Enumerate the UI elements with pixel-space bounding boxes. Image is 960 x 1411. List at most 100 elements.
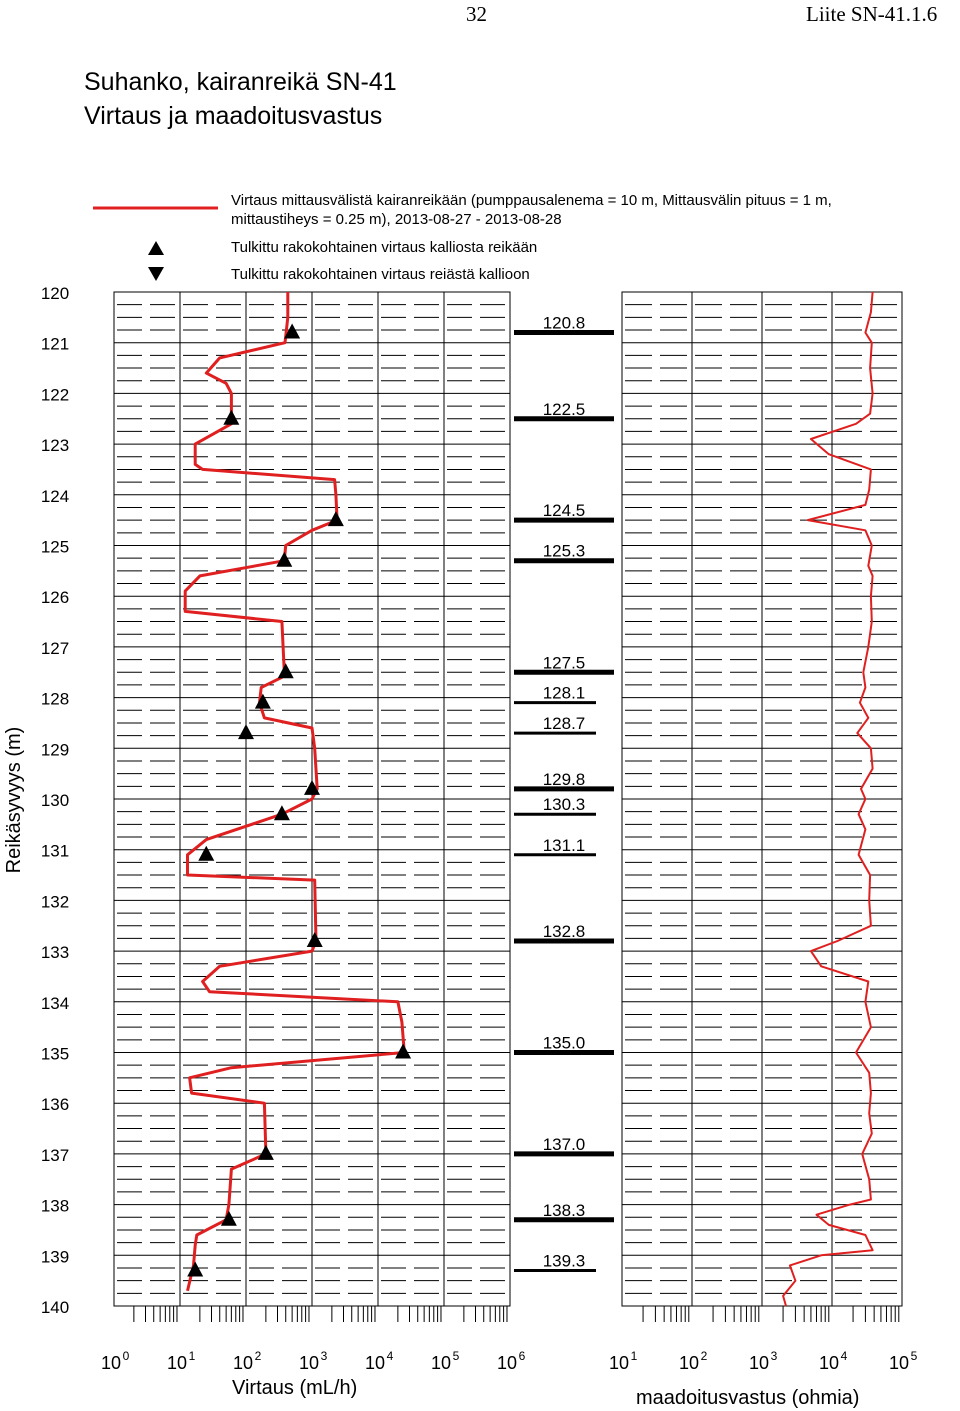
resistance-x-tick-exponent: 4 — [841, 1349, 848, 1363]
y-tick-label: 134 — [41, 994, 69, 1013]
y-tick-label: 125 — [41, 538, 69, 557]
fracture-depth-label: 138.3 — [543, 1201, 586, 1220]
y-tick-label: 133 — [41, 943, 69, 962]
resistance-x-tick-exponent: 2 — [701, 1349, 708, 1363]
fracture-depth-label: 130.3 — [543, 795, 586, 814]
triangle-up-icon — [306, 931, 323, 947]
flow-x-tick-exponent: 3 — [321, 1349, 328, 1363]
fracture-depth-label: 129.8 — [543, 770, 586, 789]
triangle-up-icon — [284, 323, 301, 339]
resistance-x-tick-label: 10 — [679, 1353, 699, 1373]
triangle-up-icon — [276, 551, 293, 567]
x-axis-label-flow: Virtaus (mL/h) — [232, 1377, 357, 1399]
page-header: 32 Liite SN-41.1.6 — [0, 0, 960, 30]
flow-grid-frame — [113, 291, 511, 1307]
fracture-depth-label: 132.8 — [543, 922, 586, 941]
fracture-depth-label: 120.8 — [543, 314, 586, 333]
triangle-up-icon — [220, 1210, 237, 1226]
fracture-depth-label: 135.0 — [543, 1034, 586, 1053]
depth-axis-ticks: 120 121 122 123 124 125 126 127 128 129 130 131 132 1… — [41, 284, 69, 1317]
triangle-up-icon — [238, 724, 254, 740]
legend-flow-label-line2: mittaustiheys = 0.25 m), 2013-08-27 - 20… — [231, 211, 562, 228]
flow-axis-ticks: 10 0 10 1 10 2 10 3 10 4 10 5 10 6 — [101, 1349, 526, 1373]
y-tick-label: 131 — [41, 842, 69, 861]
triangle-up-icon — [198, 845, 215, 861]
resistance-grid-frame — [621, 291, 903, 1307]
y-tick-label: 136 — [41, 1095, 69, 1114]
flow-x-tick-exponent: 4 — [387, 1349, 394, 1363]
y-tick-label: 122 — [41, 385, 69, 404]
flow-grid — [113, 291, 511, 1322]
flow-x-tick-label: 10 — [233, 1353, 253, 1373]
y-tick-label: 139 — [41, 1247, 69, 1266]
triangle-up-icon — [254, 693, 271, 709]
legend: Virtaus mittausvälistä kairanreikään (pu… — [93, 192, 832, 283]
y-tick-label: 132 — [41, 892, 69, 911]
chart-subtitle: Virtaus ja maadoitusvastus — [84, 102, 383, 130]
resistance-grid — [621, 291, 903, 1322]
fracture-depth-column: 120.8 122.5 124.5 125.3 127.5 128.1 128.7 129.8… — [514, 314, 614, 1273]
triangle-up-icon — [257, 1144, 274, 1160]
triangle-up-icon — [223, 409, 240, 425]
appendix-label: Liite SN-41.1.6 — [806, 2, 938, 26]
resistance-x-tick-label: 10 — [889, 1353, 909, 1373]
triangle-up-icon — [273, 805, 290, 821]
y-tick-label: 129 — [41, 740, 69, 759]
legend-up-label: Tulkittu rakokohtainen virtaus kalliosta… — [231, 239, 537, 256]
fracture-depth-label: 139.3 — [543, 1252, 586, 1271]
y-tick-label: 140 — [41, 1298, 69, 1317]
legend-down-label: Tulkittu rakokohtainen virtaus reiästä k… — [231, 266, 530, 283]
flow-x-tick-label: 10 — [167, 1353, 187, 1373]
fracture-depth-label: 131.1 — [543, 836, 586, 855]
flow-x-tick-label: 10 — [101, 1353, 121, 1373]
fracture-depth-label: 137.0 — [543, 1135, 586, 1154]
resistance-series-line — [782, 291, 874, 1307]
y-tick-label: 127 — [41, 639, 69, 658]
flow-series-line — [183, 292, 406, 1292]
flow-markers — [187, 323, 412, 1277]
triangle-up-icon — [187, 1261, 204, 1277]
flow-x-tick-label: 10 — [299, 1353, 319, 1373]
fracture-depth-label: 124.5 — [543, 501, 586, 520]
flow-x-tick-label: 10 — [431, 1353, 451, 1373]
fracture-depth-label: 127.5 — [543, 653, 586, 672]
y-tick-label: 123 — [41, 436, 69, 455]
y-tick-label: 128 — [41, 690, 69, 709]
triangle-up-icon — [327, 511, 344, 527]
resistance-x-tick-exponent: 3 — [771, 1349, 778, 1363]
y-tick-label: 120 — [41, 284, 69, 303]
fracture-depth-label: 125.3 — [543, 542, 586, 561]
triangle-up-icon — [304, 779, 320, 795]
flow-x-tick-label: 10 — [497, 1353, 517, 1373]
page-number: 32 — [466, 2, 487, 26]
resistance-x-tick-label: 10 — [819, 1353, 839, 1373]
triangle-up-icon — [148, 241, 164, 255]
y-tick-label: 130 — [41, 791, 69, 810]
resistance-x-tick-exponent: 1 — [631, 1349, 638, 1363]
y-tick-label: 137 — [41, 1146, 69, 1165]
y-tick-label: 138 — [41, 1197, 69, 1216]
flow-x-tick-exponent: 1 — [189, 1349, 196, 1363]
resistance-axis-ticks: 10 1 10 2 10 3 10 4 10 5 — [609, 1349, 918, 1373]
triangle-up-icon — [277, 663, 294, 679]
fracture-depth-label: 128.1 — [543, 684, 586, 703]
y-axis-label: Reikäsyvyys (m) — [3, 727, 25, 874]
triangle-down-icon — [148, 267, 164, 281]
resistance-x-tick-exponent: 5 — [911, 1349, 918, 1363]
y-tick-label: 126 — [41, 588, 69, 607]
legend-flow-label-line1: Virtaus mittausvälistä kairanreikään (pu… — [231, 192, 832, 209]
flow-x-tick-exponent: 6 — [519, 1349, 526, 1363]
y-tick-label: 124 — [41, 487, 69, 506]
resistance-x-tick-label: 10 — [749, 1353, 769, 1373]
flow-x-tick-exponent: 5 — [453, 1349, 460, 1363]
y-tick-label: 121 — [41, 335, 69, 354]
flow-x-tick-exponent: 2 — [255, 1349, 262, 1363]
resistance-x-tick-label: 10 — [609, 1353, 629, 1373]
chart-title: Suhanko, kairanreikä SN-41 — [84, 68, 397, 96]
triangle-up-icon — [395, 1043, 412, 1059]
y-tick-label: 135 — [41, 1045, 69, 1064]
flow-x-tick-label: 10 — [365, 1353, 385, 1373]
fracture-depth-label: 128.7 — [543, 714, 586, 733]
fracture-depth-label: 122.5 — [543, 400, 586, 419]
